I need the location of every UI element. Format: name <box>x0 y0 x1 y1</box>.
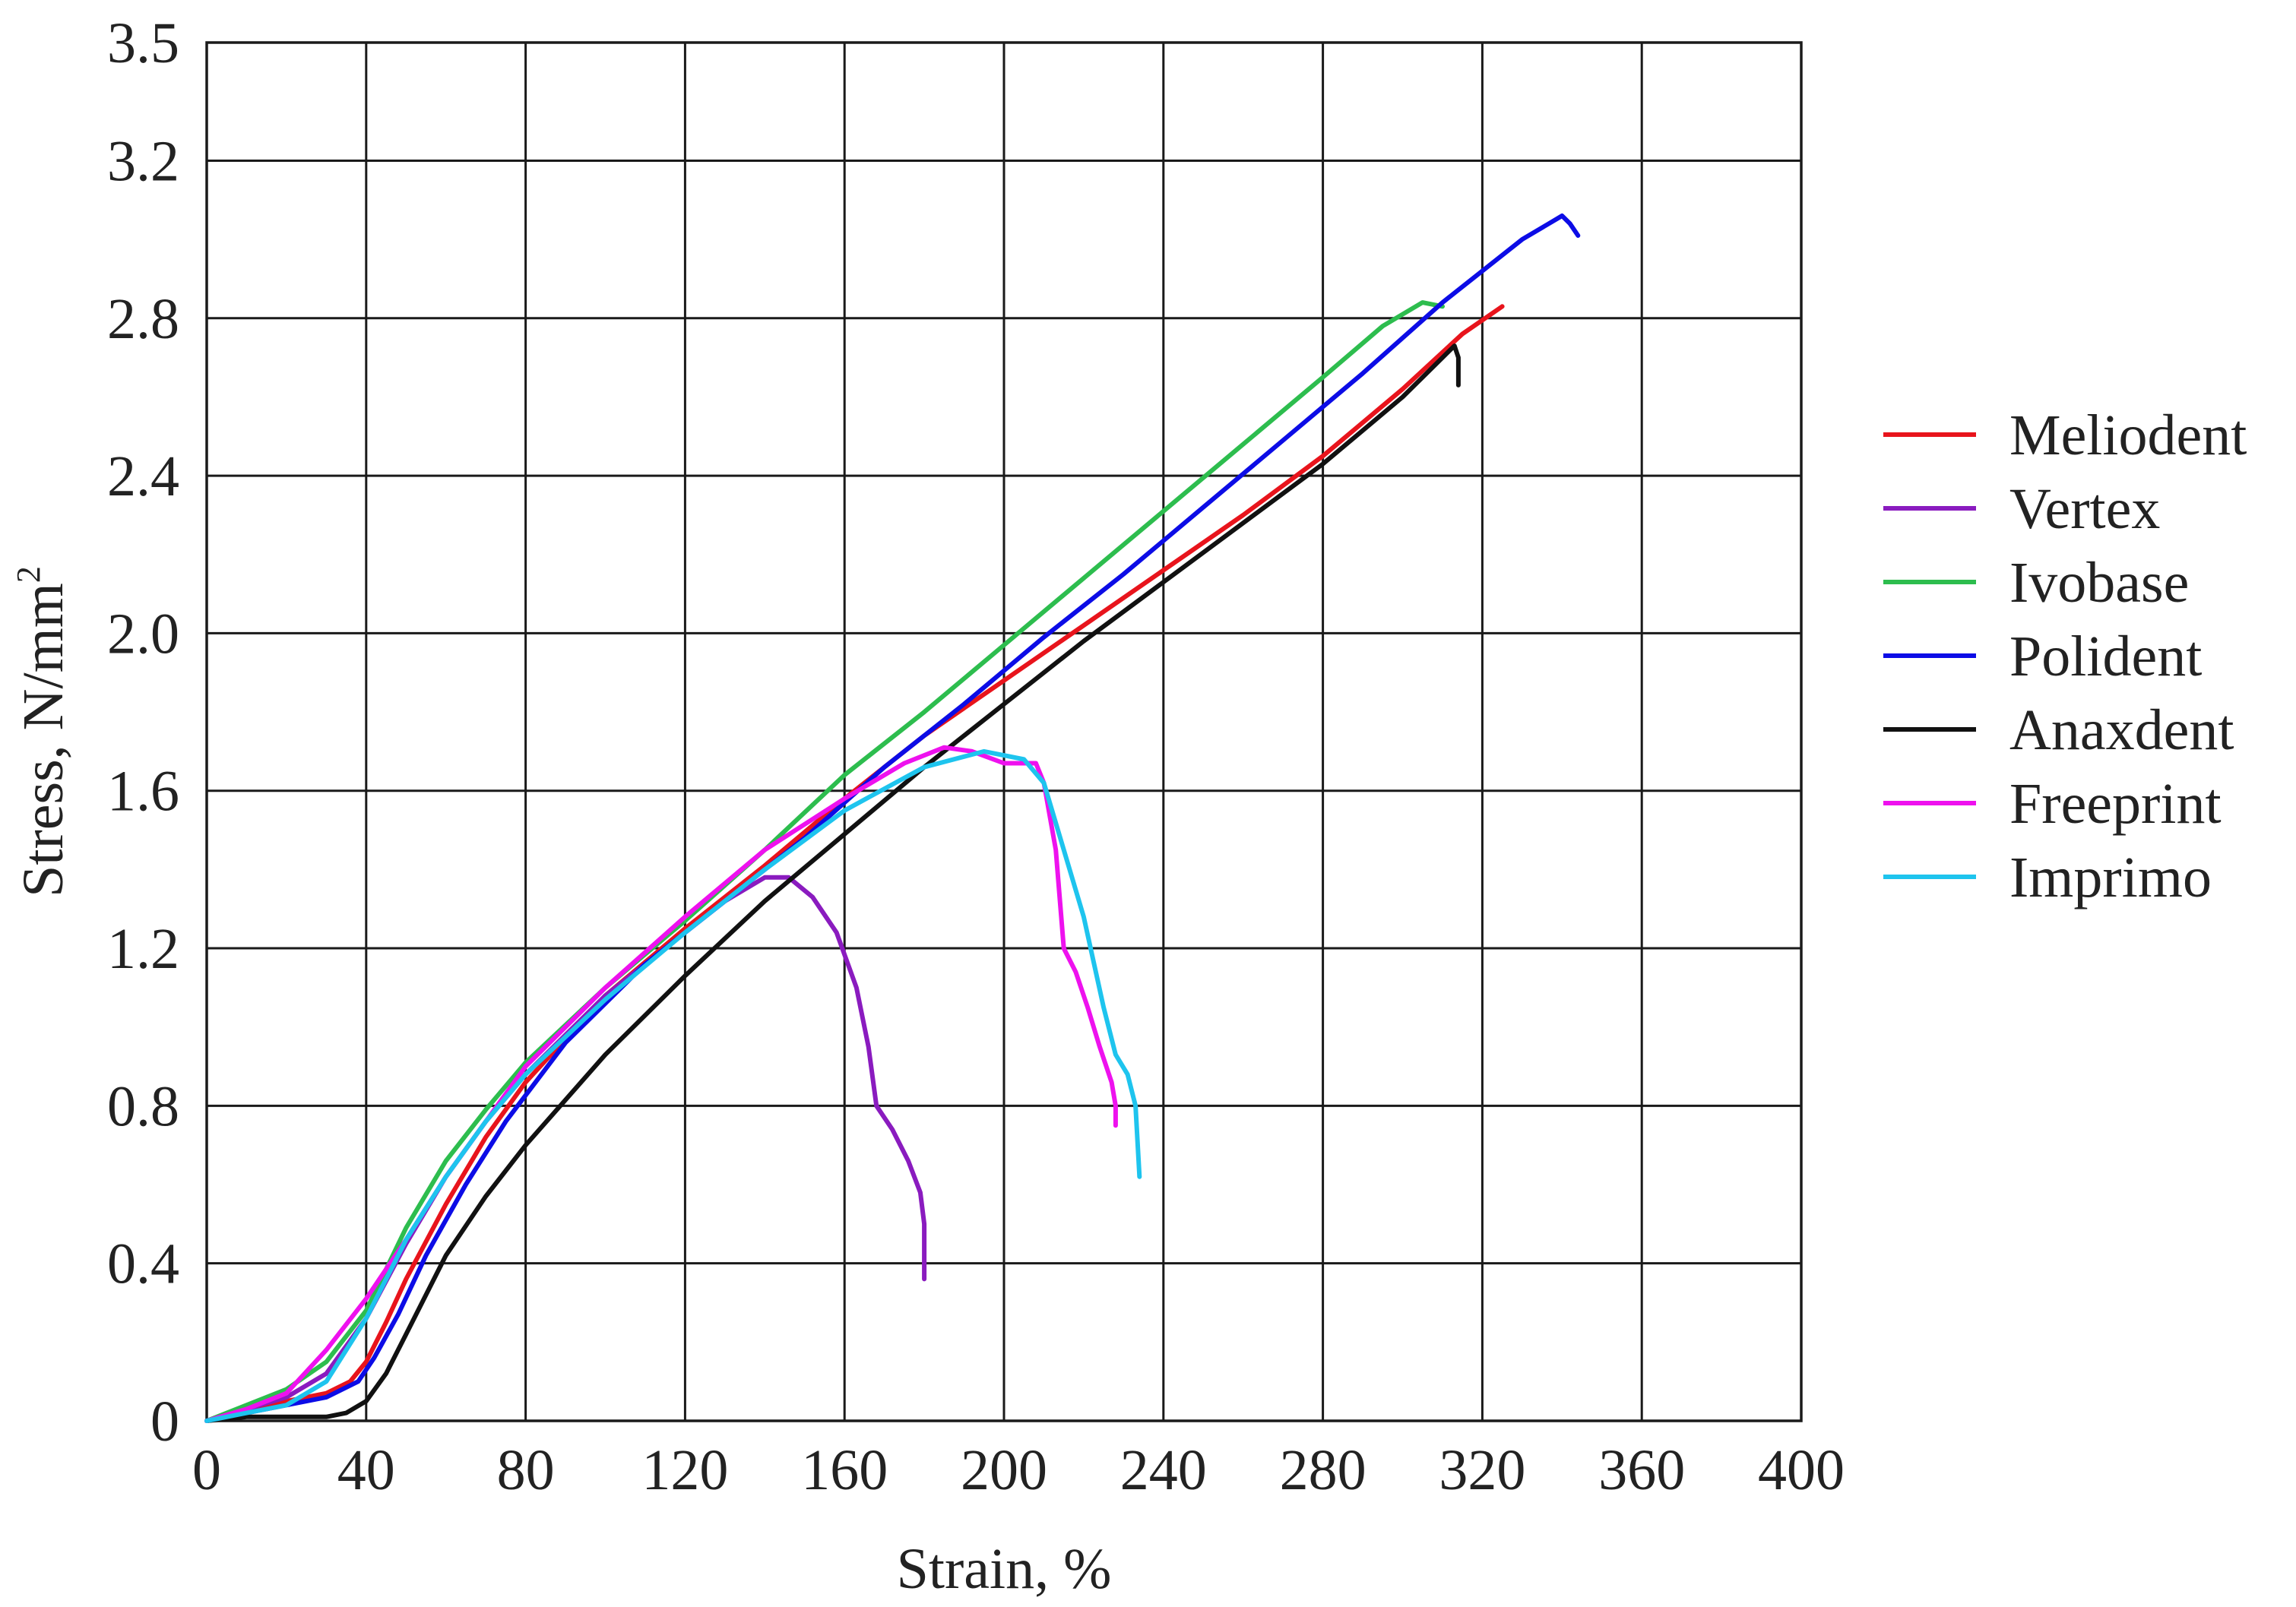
x-tick-label: 400 <box>1758 1438 1845 1502</box>
y-axis-title-superscript: 2 <box>10 566 47 583</box>
x-tick-label: 160 <box>801 1438 888 1502</box>
series-line-freeprint <box>204 745 1118 1423</box>
series-line-polident <box>204 214 1581 1423</box>
legend-label: Freeprint <box>2009 772 2222 836</box>
grid <box>205 41 1803 1422</box>
y-tick-label: 2.0 <box>107 602 179 666</box>
legend-label: Ivobase <box>2009 551 2189 615</box>
series-line-vertex <box>204 875 927 1423</box>
series-line-anaxdent <box>204 343 1461 1423</box>
y-tick-label: 0 <box>150 1390 179 1454</box>
x-tick-label: 120 <box>641 1438 728 1502</box>
x-tick-label: 200 <box>961 1438 1047 1502</box>
y-tick-label: 3.5 <box>107 11 179 75</box>
y-axis-title-main: Stress, N/mm <box>11 583 75 897</box>
x-tick-label: 0 <box>192 1438 221 1502</box>
legend-label: Anaxdent <box>2009 698 2234 762</box>
x-tick-label: 320 <box>1439 1438 1525 1502</box>
plot-frame <box>205 41 1803 1422</box>
series-line-imprimo <box>204 748 1142 1423</box>
legend-label: Polident <box>2009 625 2202 688</box>
y-tick-label: 0.8 <box>107 1074 179 1138</box>
y-tick-label: 2.8 <box>107 287 179 351</box>
x-tick-label: 280 <box>1280 1438 1367 1502</box>
y-tick-label: 0.4 <box>107 1232 179 1296</box>
y-tick-label: 3.2 <box>107 129 179 193</box>
y-tick-label: 1.6 <box>107 760 179 824</box>
series-line-ivobase <box>204 300 1445 1423</box>
series-layer <box>204 214 1581 1423</box>
legend-label: Vertex <box>2009 477 2160 541</box>
x-tick-labels: 0 40 80 120 160 200 240 280 320 360 400 <box>192 1438 1845 1502</box>
y-axis-title: Stress, N/mm2 <box>10 566 75 897</box>
x-tick-label: 240 <box>1120 1438 1207 1502</box>
x-tick-label: 40 <box>337 1438 395 1502</box>
y-tick-labels: 0 0.4 0.8 1.2 1.6 2.0 2.4 2.8 3.2 3.5 <box>107 11 179 1454</box>
x-tick-label: 80 <box>497 1438 555 1502</box>
x-tick-label: 360 <box>1598 1438 1685 1502</box>
y-tick-label: 2.4 <box>107 444 179 508</box>
legend-label: Meliodent <box>2009 403 2247 467</box>
y-tick-label: 1.2 <box>107 917 179 981</box>
legend: Meliodent Vertex Ivobase Polident Anaxdent Fr… <box>1883 403 2247 909</box>
x-axis-title: Strain, % <box>897 1537 1112 1601</box>
legend-label: Imprimo <box>2009 846 2212 909</box>
